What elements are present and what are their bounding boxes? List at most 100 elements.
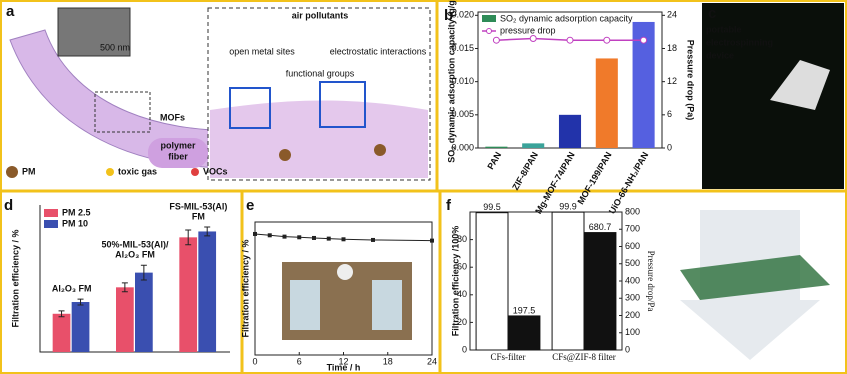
annotation: MOFs xyxy=(160,112,185,122)
y2-tick-label: 24 xyxy=(667,10,677,20)
bar xyxy=(558,114,582,148)
bottle xyxy=(290,280,320,330)
pm-particle xyxy=(279,149,291,161)
y2-tick-label: 6 xyxy=(667,109,672,119)
bar xyxy=(52,313,71,352)
y2-tick-label: 18 xyxy=(667,43,677,53)
axes xyxy=(39,205,230,353)
y2-tick-label: 0 xyxy=(625,344,630,354)
category-label: 50%-MIL-53(Al)/ xyxy=(101,240,169,250)
y-tick-label: 60 xyxy=(457,262,467,272)
marker xyxy=(341,237,346,242)
y2-tick-label: 800 xyxy=(625,206,640,216)
pm-particle xyxy=(374,144,386,156)
marker xyxy=(253,231,257,236)
legend-icon xyxy=(6,166,18,178)
y-tick-label: 40 xyxy=(457,289,467,299)
bar xyxy=(475,212,509,351)
legend-text: VOCs xyxy=(203,166,228,176)
y-axis-label: SO₂ dynamic adsorption capacity (g/g) xyxy=(446,0,456,163)
y2-tick-label: 12 xyxy=(667,76,677,86)
fiber-label-bg xyxy=(148,138,208,168)
y-tick-label: 80 xyxy=(457,234,467,244)
annotation: polymer xyxy=(160,140,196,150)
x-tick-label: 24 xyxy=(427,356,437,366)
marker xyxy=(267,233,272,238)
mof-cube xyxy=(319,81,366,128)
marker xyxy=(566,36,574,44)
bar xyxy=(179,237,198,352)
data-label: 99.9 xyxy=(559,202,577,212)
y-axis-label: Filtration efficiency / % xyxy=(240,239,250,337)
panel-letter: e xyxy=(246,197,254,214)
panel-letter: b xyxy=(444,7,453,24)
y-tick-label: 0.010 xyxy=(451,76,474,86)
error-bar xyxy=(204,226,211,237)
caption: electrospinning xyxy=(706,37,773,47)
y2-tick-label: 300 xyxy=(625,293,640,303)
marker xyxy=(297,235,302,240)
category-label: FM xyxy=(192,211,205,221)
bar xyxy=(507,315,541,351)
annotation: fiber xyxy=(168,151,188,161)
legend-text: PM 10 xyxy=(62,218,88,228)
bar xyxy=(135,272,153,352)
y-tick-label: 0.005 xyxy=(451,109,474,119)
legend-icon xyxy=(106,168,114,176)
data-label: 99.5 xyxy=(483,202,501,212)
error-bar xyxy=(77,298,84,306)
y2-tick-label: 700 xyxy=(625,224,640,234)
bar xyxy=(522,143,545,148)
bar xyxy=(71,302,90,352)
y2-axis-label: Pressure drop/Pa xyxy=(646,251,656,312)
annotation: functional groups xyxy=(286,68,355,78)
legend-icon xyxy=(191,168,199,176)
y2-axis-label: Pressure drop (Pa) xyxy=(686,40,696,121)
y-tick-label: 0.015 xyxy=(451,43,474,53)
error-bar xyxy=(121,282,128,293)
scale-bar: 500 nm xyxy=(100,42,130,52)
marker xyxy=(371,237,375,242)
bar xyxy=(198,231,217,352)
x-tick-label: 0 xyxy=(252,356,257,366)
panel-letter: d xyxy=(4,197,13,214)
caption: portable xyxy=(706,24,742,34)
legend-swatch xyxy=(482,15,496,22)
y2-tick-label: 500 xyxy=(625,258,640,268)
y-tick-label: 0.020 xyxy=(451,10,474,20)
x-tick-label: 18 xyxy=(383,356,393,366)
bar xyxy=(485,146,508,148)
y2-tick-label: 0 xyxy=(667,142,672,152)
mof-cube xyxy=(229,87,271,129)
legend-swatch xyxy=(44,209,58,217)
category-label: Al₂O₃ FM xyxy=(52,283,92,293)
marker xyxy=(282,234,287,239)
legend-text: toxic gas xyxy=(118,166,157,176)
membrane xyxy=(337,264,353,280)
bar xyxy=(583,232,617,351)
x-tick-label: CFs-filter xyxy=(491,352,526,362)
annotation: air pollutants xyxy=(292,10,349,20)
annotation: open metal sites xyxy=(229,46,295,56)
legend-text: PM 2.5 xyxy=(62,207,91,217)
legend-text: pressure drop xyxy=(500,25,556,35)
y-axis-label: Filtration efficiency / % xyxy=(10,229,20,327)
x-axis-label: Time / h xyxy=(327,362,361,372)
legend-swatch xyxy=(486,28,492,34)
legend-swatch xyxy=(44,220,58,228)
error-bar xyxy=(185,229,192,246)
marker xyxy=(640,36,648,44)
bar xyxy=(551,211,585,351)
marker xyxy=(529,35,537,43)
zoom-box xyxy=(94,91,151,133)
marker xyxy=(430,238,434,243)
category-label: Al₂O₃ FM xyxy=(115,250,155,260)
sem-image xyxy=(57,7,131,57)
y-tick-label: 0 xyxy=(462,344,467,354)
filter-mesh xyxy=(680,255,830,300)
y2-tick-label: 100 xyxy=(625,327,640,337)
error-bar xyxy=(58,310,65,318)
fiber-surface xyxy=(210,100,428,178)
